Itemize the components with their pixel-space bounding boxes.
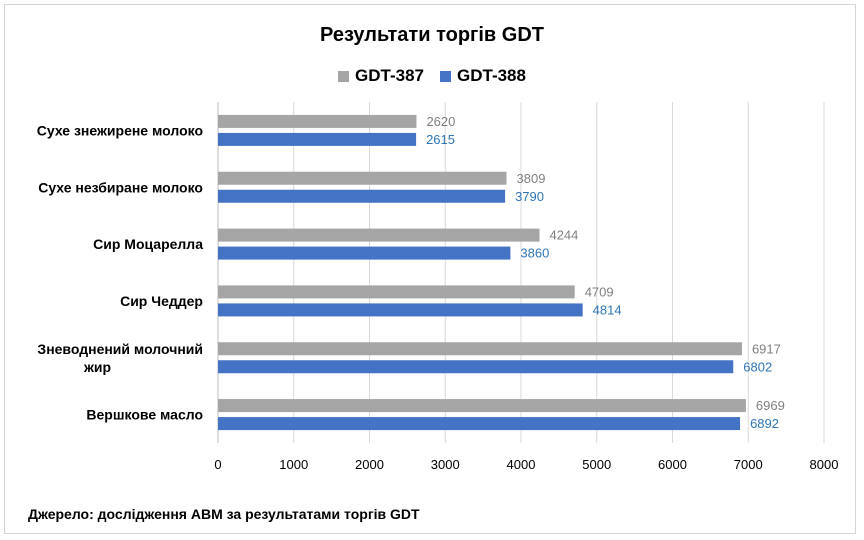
x-tick-label-1000: 1000	[279, 457, 308, 472]
bar-gdt-387-5	[218, 399, 746, 413]
legend-swatch-gdt-387	[338, 70, 350, 82]
value-label-gdt-388-4: 6802	[743, 359, 772, 374]
x-tick-label-4000: 4000	[507, 457, 536, 472]
category-label-0: Сухе знежирене молоко	[37, 122, 203, 138]
value-label-gdt-387-3: 4709	[585, 284, 614, 299]
category-label-1: Сухе незбиране молоко	[38, 179, 203, 195]
bar-gdt-387-0	[218, 114, 417, 128]
legend-item-gdt-387: GDT-387	[338, 66, 424, 86]
value-label-gdt-388-2: 3860	[520, 246, 549, 261]
bar-gdt-387-2	[218, 228, 540, 242]
x-tick-label-7000: 7000	[734, 457, 763, 472]
x-tick-label-2000: 2000	[355, 457, 384, 472]
bar-gdt-388-4	[218, 360, 734, 374]
category-label-3: Сир Чеддер	[120, 293, 203, 309]
chart-frame	[4, 4, 856, 534]
bar-gdt-388-3	[218, 303, 583, 317]
legend-swatch-gdt-388	[440, 70, 451, 82]
x-tick-label-5000: 5000	[582, 457, 611, 472]
source-note: Джерело: дослідження АВМ за результатами…	[28, 506, 420, 522]
value-label-gdt-387-1: 3809	[517, 171, 546, 186]
chart-title: Результати торгів GDT	[320, 24, 544, 46]
bar-gdt-388-2	[218, 246, 511, 260]
x-tick-label-3000: 3000	[431, 457, 460, 472]
category-label-4-line2: жир	[83, 359, 111, 375]
bar-gdt-387-3	[218, 285, 575, 299]
bar-gdt-387-1	[218, 171, 507, 185]
bar-gdt-388-0	[218, 132, 417, 146]
chart-legend: GDT-387 GDT-388	[0, 66, 864, 86]
value-label-gdt-388-0: 2615	[426, 132, 455, 147]
legend-label-gdt-388: GDT-388	[457, 66, 526, 85]
bar-gdt-388-5	[218, 417, 741, 431]
category-label-4: Зневоднений молочний	[37, 341, 203, 357]
bar-gdt-388-1	[218, 189, 506, 203]
value-label-gdt-387-0: 2620	[426, 114, 455, 129]
bar-gdt-387-4	[218, 342, 742, 356]
x-tick-label-0: 0	[214, 457, 221, 472]
legend-item-gdt-388: GDT-388	[440, 66, 526, 86]
value-label-gdt-387-5: 6969	[756, 398, 785, 413]
category-label-2: Сир Моцарелла	[93, 236, 203, 252]
value-label-gdt-388-1: 3790	[515, 189, 544, 204]
value-label-gdt-388-3: 4814	[593, 302, 622, 317]
value-label-gdt-388-5: 6892	[750, 416, 779, 431]
x-tick-label-6000: 6000	[658, 457, 687, 472]
legend-label-gdt-387: GDT-387	[355, 66, 424, 85]
value-label-gdt-387-2: 4244	[549, 228, 578, 243]
value-label-gdt-387-4: 6917	[752, 341, 781, 356]
category-label-5: Вершкове масло	[86, 407, 203, 423]
x-tick-label-8000: 8000	[810, 457, 839, 472]
